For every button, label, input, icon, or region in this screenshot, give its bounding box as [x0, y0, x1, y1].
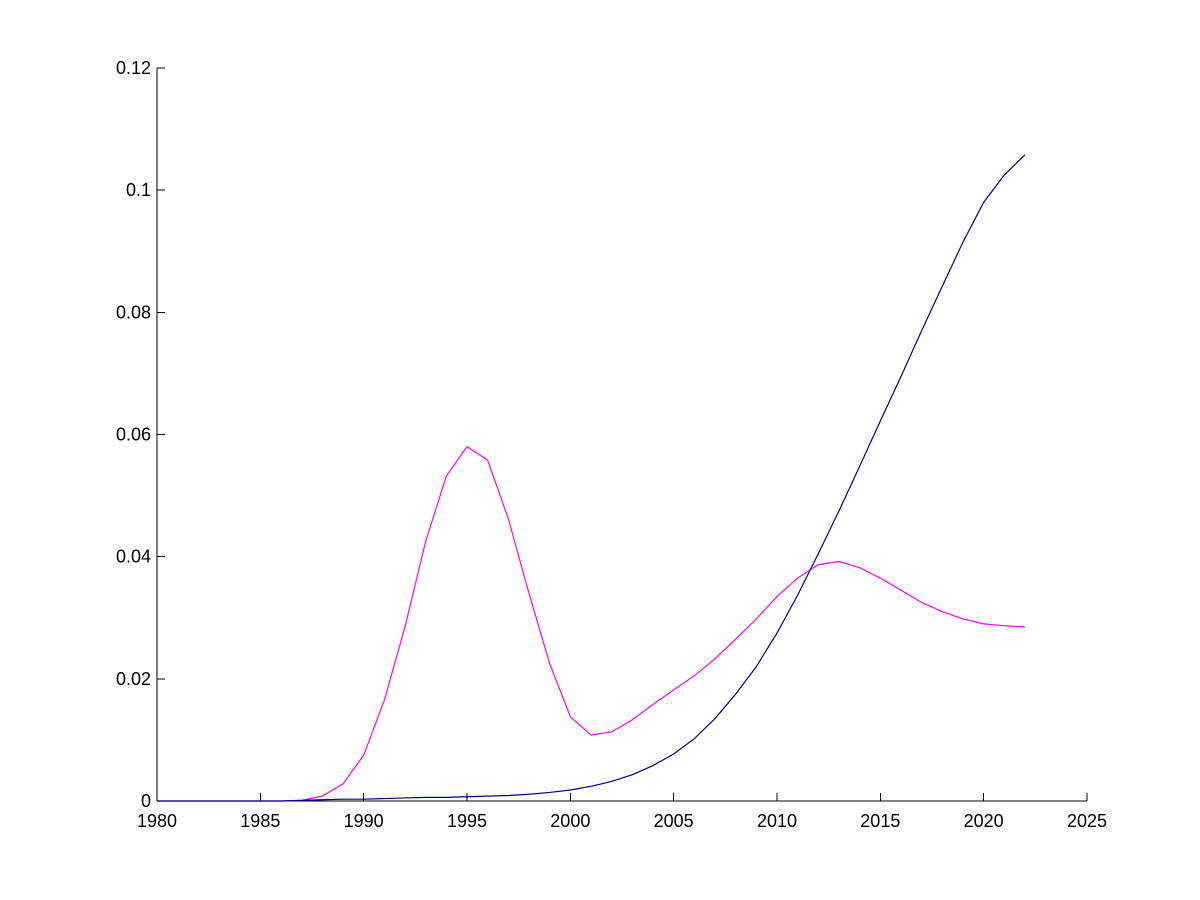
x-tick-label: 2020: [964, 811, 1004, 831]
x-tick-label: 1990: [344, 811, 384, 831]
x-tick-label: 2025: [1067, 811, 1107, 831]
axes: [156, 68, 1087, 802]
series-group: [157, 154, 1026, 802]
x-tick-label: 2005: [654, 811, 694, 831]
x-tick-label: 1985: [240, 811, 280, 831]
x-tick-label: 1980: [137, 811, 177, 831]
x-tick-label: 1995: [447, 811, 487, 831]
y-ticks: 0 0.02 0.04 0.06 0.08 0.1 0.12: [116, 58, 165, 811]
y-tick-label: 0.02: [116, 669, 151, 689]
x-tick-label: 2015: [860, 811, 900, 831]
y-tick-label: 0.12: [116, 58, 151, 78]
y-tick-label: 0.06: [116, 425, 151, 445]
x-ticks: 1980 1985 1990 1995 2000 2005 2010 2015 2020 2025: [137, 793, 1107, 831]
x-tick-label: 2000: [550, 811, 590, 831]
y-tick-label: 0.08: [116, 302, 151, 322]
series-line-2: [157, 154, 1026, 802]
y-tick-label: 0.1: [126, 180, 151, 200]
series-line-1: [157, 445, 1026, 802]
x-tick-label: 2010: [757, 811, 797, 831]
y-tick-label: 0: [141, 791, 151, 811]
y-tick-label: 0.04: [116, 547, 151, 567]
